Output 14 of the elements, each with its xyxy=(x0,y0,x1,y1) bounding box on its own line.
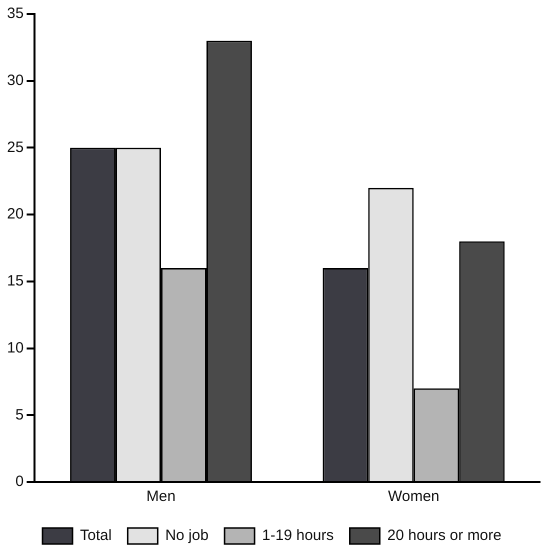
x-tick-label: Women xyxy=(388,488,440,506)
y-tick-label: 10 xyxy=(6,339,24,356)
legend-label: Total xyxy=(80,527,112,544)
y-tick-label: 5 xyxy=(15,406,24,424)
legend-label: No job xyxy=(165,527,209,544)
y-tick-label: 0 xyxy=(15,473,24,490)
y-tick-label: 35 xyxy=(6,5,24,22)
x-tick-label: Men xyxy=(146,488,176,506)
y-tick-label: 15 xyxy=(6,272,24,290)
y-tick-label: 20 xyxy=(6,206,24,223)
y-tick-label: 30 xyxy=(6,72,24,89)
legend-label: 20 hours or more xyxy=(387,527,502,544)
legend-label: 1-19 hours xyxy=(262,527,334,544)
y-tick-label: 25 xyxy=(6,138,24,156)
